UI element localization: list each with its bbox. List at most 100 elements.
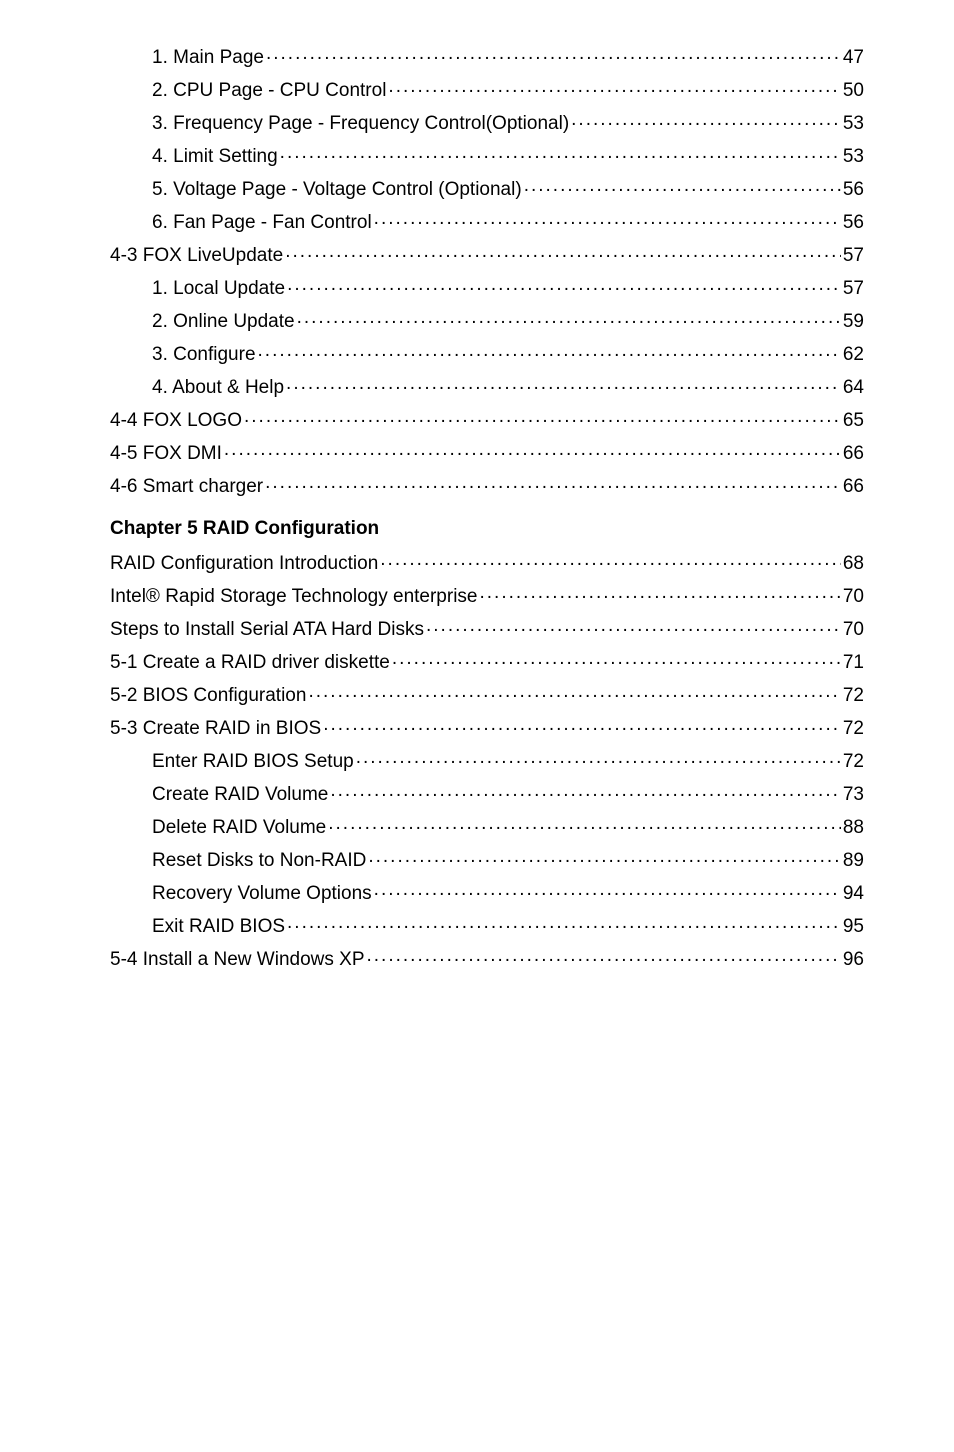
toc-entry-label: 5-2 BIOS Configuration [110, 686, 306, 705]
toc-entry-label: 4-6 Smart charger [110, 477, 263, 496]
toc-entry: 3. Configure 62 [110, 341, 864, 364]
toc-entry-page: 68 [843, 554, 864, 573]
toc-entry-page: 70 [843, 620, 864, 639]
toc-dot-leader [280, 143, 841, 162]
toc-entry-page: 62 [843, 345, 864, 364]
toc-entry: 5-4 Install a New Windows XP 96 [110, 946, 864, 969]
toc-dot-leader [297, 308, 841, 327]
toc-entry-page: 88 [843, 818, 864, 837]
toc-dot-leader [356, 748, 841, 767]
toc-entry: 2. Online Update 59 [110, 308, 864, 331]
toc-entry-page: 57 [843, 279, 864, 298]
toc-entry-label: 5-1 Create a RAID driver diskette [110, 653, 390, 672]
toc-dot-leader [392, 649, 841, 668]
toc-entry: 4-4 FOX LOGO 65 [110, 407, 864, 430]
toc-entry-page: 65 [843, 411, 864, 430]
toc-entry-page: 71 [843, 653, 864, 672]
toc-entry-page: 89 [843, 851, 864, 870]
toc-entry-page: 73 [843, 785, 864, 804]
toc-dot-leader [308, 682, 840, 701]
toc-entry-label: Enter RAID BIOS Setup [152, 752, 354, 771]
toc-entry: Create RAID Volume73 [110, 781, 864, 804]
toc-entry-label: Intel® Rapid Storage Technology enterpri… [110, 587, 478, 606]
toc-dot-leader [224, 440, 841, 459]
toc-dot-leader [368, 847, 841, 866]
toc-entry-page: 70 [843, 587, 864, 606]
toc-entry: 5-3 Create RAID in BIOS72 [110, 715, 864, 738]
toc-entry: Steps to Install Serial ATA Hard Disks70 [110, 616, 864, 639]
toc-dot-leader [323, 715, 841, 734]
toc-entry-page: 53 [843, 114, 864, 133]
toc-entry-label: 5. Voltage Page - Voltage Control (Optio… [152, 180, 522, 199]
toc-entry-label: Exit RAID BIOS [152, 917, 285, 936]
toc-entry-label: 2. Online Update [152, 312, 295, 331]
toc-entry: 5-1 Create a RAID driver diskette 71 [110, 649, 864, 672]
toc-entry-label: RAID Configuration Introduction [110, 554, 378, 573]
toc-dot-leader [328, 814, 841, 833]
toc-entry-page: 57 [843, 246, 864, 265]
toc-dot-leader [571, 110, 841, 129]
toc-dot-leader [330, 781, 841, 800]
toc-entry-page: 72 [843, 719, 864, 738]
toc-entry: Enter RAID BIOS Setup 72 [110, 748, 864, 771]
toc-entry-label: 5-4 Install a New Windows XP [110, 950, 365, 969]
toc-dot-leader [266, 44, 841, 63]
toc-dot-leader [265, 473, 841, 492]
toc-entry: 4. Limit Setting 53 [110, 143, 864, 166]
toc-entry-page: 94 [843, 884, 864, 903]
toc-dot-leader [380, 550, 841, 569]
toc-entry-page: 64 [843, 378, 864, 397]
toc-entry-page: 96 [843, 950, 864, 969]
toc-entry-label: 4. About & Help [152, 378, 284, 397]
toc-entry-label: 4-3 FOX LiveUpdate [110, 246, 283, 265]
toc-entry-label: Reset Disks to Non-RAID [152, 851, 366, 870]
toc-entry-page: 56 [843, 213, 864, 232]
toc-entry: 5-2 BIOS Configuration 72 [110, 682, 864, 705]
toc-entry: 3. Frequency Page - Frequency Control(Op… [110, 110, 864, 133]
toc-entry-label: 1. Main Page [152, 48, 264, 67]
toc-dot-leader [244, 407, 841, 426]
toc-dot-leader [374, 880, 841, 899]
toc-entry-label: 4. Limit Setting [152, 147, 278, 166]
toc-entry: 2. CPU Page - CPU Control 50 [110, 77, 864, 100]
toc-entry-label: Delete RAID Volume [152, 818, 326, 837]
toc-entry-label: 3. Configure [152, 345, 256, 364]
toc-entry-label: Recovery Volume Options [152, 884, 372, 903]
toc-entry-label: 6. Fan Page - Fan Control [152, 213, 372, 232]
toc-entry: 5. Voltage Page - Voltage Control (Optio… [110, 176, 864, 199]
toc-entry: 4. About & Help 64 [110, 374, 864, 397]
toc-entry: Delete RAID Volume 88 [110, 814, 864, 837]
toc-dot-leader [388, 77, 840, 96]
toc-entry-page: 72 [843, 752, 864, 771]
toc-dot-leader [524, 176, 841, 195]
toc-entry: Exit RAID BIOS 95 [110, 913, 864, 936]
toc-entry-page: 66 [843, 477, 864, 496]
toc-entry: 1. Main Page 47 [110, 44, 864, 67]
toc-entry-label: 4-5 FOX DMI [110, 444, 222, 463]
toc-entry-page: 59 [843, 312, 864, 331]
toc-entry-page: 50 [843, 81, 864, 100]
toc-entry: Recovery Volume Options 94 [110, 880, 864, 903]
toc-entry: Reset Disks to Non-RAID 89 [110, 847, 864, 870]
toc-entry-page: 56 [843, 180, 864, 199]
toc-dot-leader [258, 341, 841, 360]
toc-dot-leader [374, 209, 841, 228]
toc-entry: 4-6 Smart charger 66 [110, 473, 864, 496]
toc-dot-leader [285, 242, 841, 261]
toc-entry: RAID Configuration Introduction 68 [110, 550, 864, 573]
toc-entry: 4-5 FOX DMI 66 [110, 440, 864, 463]
toc-entry-label: 3. Frequency Page - Frequency Control(Op… [152, 114, 569, 133]
toc-entry-page: 53 [843, 147, 864, 166]
toc-entry-page: 95 [843, 917, 864, 936]
toc-entry-label: 2. CPU Page - CPU Control [152, 81, 386, 100]
toc-dot-leader [287, 913, 841, 932]
toc-entry-label: 4-4 FOX LOGO [110, 411, 242, 430]
toc-entry-page: 47 [843, 48, 864, 67]
toc-entry-page: 72 [843, 686, 864, 705]
toc-entry: Intel® Rapid Storage Technology enterpri… [110, 583, 864, 606]
toc-entry-label: 1. Local Update [152, 279, 285, 298]
toc-entry: 1. Local Update 57 [110, 275, 864, 298]
toc-entry-page: 66 [843, 444, 864, 463]
toc-dot-leader [287, 275, 841, 294]
toc-dot-leader [480, 583, 841, 602]
